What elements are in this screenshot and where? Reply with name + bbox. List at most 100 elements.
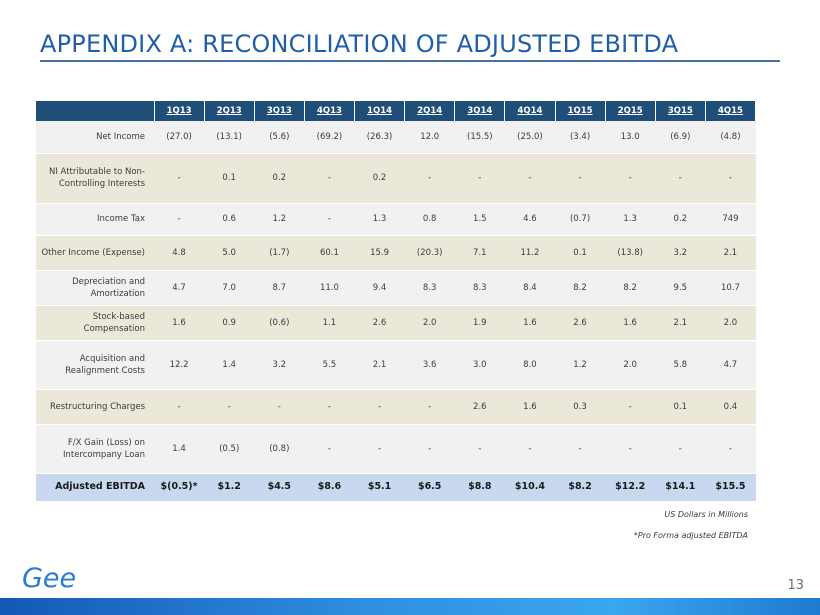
pro-forma-footnote: *Pro Forma adjusted EBITDA [633, 531, 748, 540]
total-cell: $1.2 [204, 472, 255, 502]
table-cell: - [655, 153, 706, 204]
total-cell: $15.5 [705, 472, 756, 502]
table-cell: - [605, 153, 656, 204]
column-header: 4Q13 [304, 101, 356, 121]
table-cell: - [555, 153, 606, 204]
table-cell: (0.8) [254, 424, 305, 474]
column-header: 2Q14 [404, 101, 456, 121]
total-cell: $14.1 [655, 472, 706, 502]
column-header: 3Q14 [454, 101, 506, 121]
table-cell: (0.6) [254, 305, 305, 341]
total-cell: $8.6 [304, 472, 355, 502]
column-header: 1Q14 [354, 101, 406, 121]
table-cell: 9.4 [354, 270, 405, 306]
table-cell: - [404, 153, 455, 204]
table-cell: (25.0) [504, 121, 555, 154]
total-cell: $5.1 [354, 472, 405, 502]
table-cell: - [354, 424, 405, 474]
table-cell: (1.7) [254, 235, 305, 271]
table-cell: - [605, 389, 656, 425]
table-cell: - [705, 153, 756, 204]
table-cell: 0.4 [705, 389, 756, 425]
header-row: 1Q13 2Q13 3Q13 4Q13 1Q14 2Q14 3Q14 4Q14 … [36, 101, 757, 121]
table-cell: 1.3 [605, 203, 656, 236]
table-cell: (20.3) [404, 235, 455, 271]
table-row: Stock-based Compensation 1.6 0.9 (0.6) 1… [36, 305, 756, 341]
row-label: Income Tax [36, 203, 154, 236]
table-cell: 0.2 [254, 153, 305, 204]
ebitda-reconciliation-table: 1Q13 2Q13 3Q13 4Q13 1Q14 2Q14 3Q14 4Q14 … [36, 101, 757, 502]
table-cell: - [605, 424, 656, 474]
column-header: 4Q15 [705, 101, 757, 121]
footer-bar [0, 598, 820, 615]
table-cell: 4.7 [154, 270, 205, 306]
header-corner [36, 101, 155, 121]
table-cell: 0.1 [204, 153, 255, 204]
table-cell: 11.0 [304, 270, 355, 306]
table-cell: - [655, 424, 706, 474]
table-cell: 0.3 [555, 389, 606, 425]
table-cell: 0.2 [354, 153, 405, 204]
table-cell: - [454, 153, 505, 204]
table-cell: (5.6) [254, 121, 305, 154]
table-cell: - [705, 424, 756, 474]
table-cell: 1.5 [454, 203, 505, 236]
page-title: APPENDIX A: RECONCILIATION OF ADJUSTED E… [40, 30, 679, 58]
row-label: Depreciation and Amortization [36, 270, 154, 306]
table-cell: 1.4 [204, 340, 255, 390]
table-cell: 2.0 [605, 340, 656, 390]
table-cell: 8.7 [254, 270, 305, 306]
table-cell: 2.1 [655, 305, 706, 341]
table-cell: 1.6 [504, 305, 555, 341]
table-row: Depreciation and Amortization 4.7 7.0 8.… [36, 270, 756, 306]
table-cell: 0.1 [555, 235, 606, 271]
table-row: F/X Gain (Loss) on Intercompany Loan 1.4… [36, 424, 756, 474]
total-cell: $6.5 [404, 472, 455, 502]
row-label: NI Attributable to Non-Controlling Inter… [36, 153, 154, 204]
total-cell: $8.2 [555, 472, 606, 502]
table-cell: (6.9) [655, 121, 706, 154]
table-cell: (4.8) [705, 121, 756, 154]
table-cell: 12.0 [404, 121, 455, 154]
column-header: 2Q13 [204, 101, 255, 121]
table-cell: - [404, 424, 455, 474]
row-label: Stock-based Compensation [36, 305, 154, 341]
table-cell: 2.0 [404, 305, 455, 341]
table-row: Other Income (Expense) 4.8 5.0 (1.7) 60.… [36, 235, 756, 271]
table-cell: 7.0 [204, 270, 255, 306]
table-cell: 5.0 [204, 235, 255, 271]
table-cell: 3.6 [404, 340, 455, 390]
table-row: Acquisition and Realignment Costs 12.2 1… [36, 340, 756, 390]
table-cell: 5.5 [304, 340, 355, 390]
row-label: F/X Gain (Loss) on Intercompany Loan [36, 424, 154, 474]
table-cell: 0.1 [655, 389, 706, 425]
table-cell: 4.8 [154, 235, 205, 271]
table-cell: - [504, 424, 555, 474]
table-cell: 7.1 [454, 235, 505, 271]
table-cell: (26.3) [354, 121, 405, 154]
table-cell: 0.8 [404, 203, 455, 236]
table-cell: 5.8 [655, 340, 706, 390]
table-cell: (27.0) [154, 121, 205, 154]
row-label: Other Income (Expense) [36, 235, 154, 271]
table-cell: 8.3 [454, 270, 505, 306]
table-cell: - [504, 153, 555, 204]
row-label: Acquisition and Realignment Costs [36, 340, 154, 390]
total-label: Adjusted EBITDA [36, 472, 154, 502]
table-cell: 8.0 [504, 340, 555, 390]
table-cell: - [204, 389, 255, 425]
company-logo: Gee [22, 563, 76, 593]
table-cell: 1.9 [454, 305, 505, 341]
table-cell: - [304, 389, 355, 425]
table-cell: 0.2 [655, 203, 706, 236]
total-cell: $8.8 [454, 472, 505, 502]
table-cell: 1.2 [254, 203, 305, 236]
table-cell: 8.4 [504, 270, 555, 306]
table-cell: 8.2 [605, 270, 656, 306]
table-row: Restructuring Charges - - - - - - 2.6 1.… [36, 389, 756, 425]
units-note: US Dollars in Millions [664, 510, 748, 519]
table-cell: 3.2 [254, 340, 305, 390]
table-cell: 10.7 [705, 270, 756, 306]
table-cell: (13.8) [605, 235, 656, 271]
table-cell: 2.0 [705, 305, 756, 341]
